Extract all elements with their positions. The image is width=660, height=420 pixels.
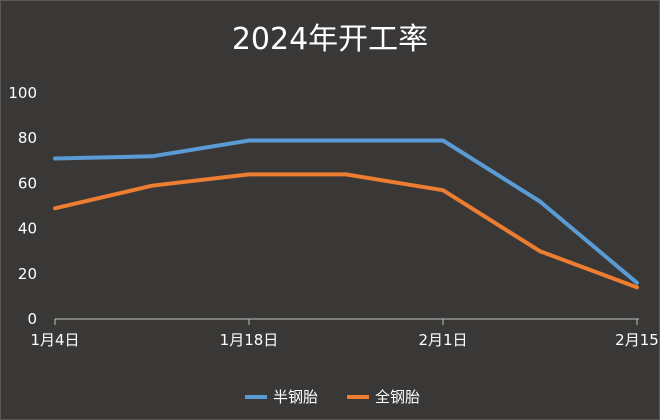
x-axis-ticks: 1月4日 1月18日 2月1日 2月15 <box>30 319 659 349</box>
series-line-1 <box>53 138 639 285</box>
y-tick-label: 0 <box>27 310 37 328</box>
chart-title: 2024年开工率 <box>232 22 428 57</box>
y-tick-label: 60 <box>18 174 37 192</box>
series-line-2 <box>53 172 639 290</box>
y-tick-label: 80 <box>18 129 37 147</box>
y-axis-ticks: 0 20 40 60 80 100 <box>8 84 37 328</box>
legend-label-1: 半钢胎 <box>273 388 318 406</box>
x-tick-label: 1月4日 <box>30 331 79 349</box>
y-tick-label: 100 <box>8 84 37 102</box>
series-lines <box>53 138 639 290</box>
x-tick-label: 2月1日 <box>418 331 467 349</box>
y-tick-label: 40 <box>18 220 37 238</box>
legend-label-2: 全钢胎 <box>375 388 420 406</box>
x-tick-label: 1月18日 <box>220 331 279 349</box>
x-tick-label: 2月15 <box>615 331 659 349</box>
legend[interactable]: 半钢胎 全钢胎 <box>245 388 420 406</box>
y-tick-label: 20 <box>18 265 37 283</box>
